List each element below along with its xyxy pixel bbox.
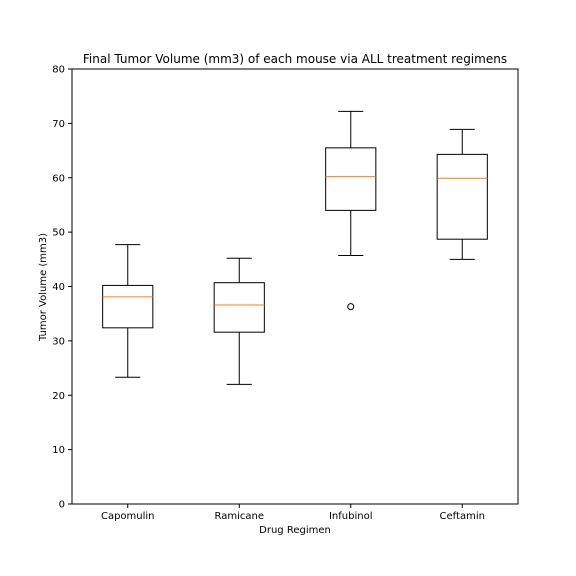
box-ceftamin bbox=[436, 128, 488, 260]
y-tick-label: 30 bbox=[52, 336, 65, 347]
y-axis: 0 10 20 30 40 50 60 70 80 bbox=[52, 65, 72, 511]
y-tick-label: 60 bbox=[52, 173, 65, 184]
iqr-box bbox=[102, 284, 154, 329]
y-tick-label: 40 bbox=[52, 282, 65, 293]
y-tick-label: 50 bbox=[52, 228, 65, 239]
plot-area bbox=[71, 68, 519, 505]
outlier-point bbox=[347, 303, 355, 311]
iqr-box bbox=[213, 282, 265, 333]
x-tick-label: Infubinol bbox=[329, 511, 373, 522]
boxes-group bbox=[102, 110, 488, 385]
x-tick-label: Capomulin bbox=[101, 511, 155, 522]
y-tick-label: 20 bbox=[52, 391, 65, 402]
y-tick-label: 70 bbox=[52, 119, 65, 130]
chart-title: Final Tumor Volume (mm3) of each mouse v… bbox=[83, 52, 507, 66]
y-tick-label: 10 bbox=[52, 445, 65, 456]
x-tick-label: Ceftamin bbox=[440, 511, 485, 522]
box-capomulin bbox=[102, 244, 154, 378]
box-infubinol bbox=[325, 110, 377, 311]
y-tick-label: 0 bbox=[59, 500, 65, 511]
iqr-box bbox=[436, 153, 488, 240]
y-tick-label: 80 bbox=[52, 65, 65, 76]
x-axis-label: Drug Regimen bbox=[259, 525, 331, 536]
box-ramicane bbox=[213, 257, 265, 385]
x-axis: Capomulin Ramicane Infubinol Ceftamin bbox=[101, 504, 485, 522]
y-axis-label: Tumor Volume (mm3) bbox=[38, 233, 49, 342]
iqr-box bbox=[325, 147, 377, 211]
x-tick-label: Ramicane bbox=[215, 511, 265, 522]
